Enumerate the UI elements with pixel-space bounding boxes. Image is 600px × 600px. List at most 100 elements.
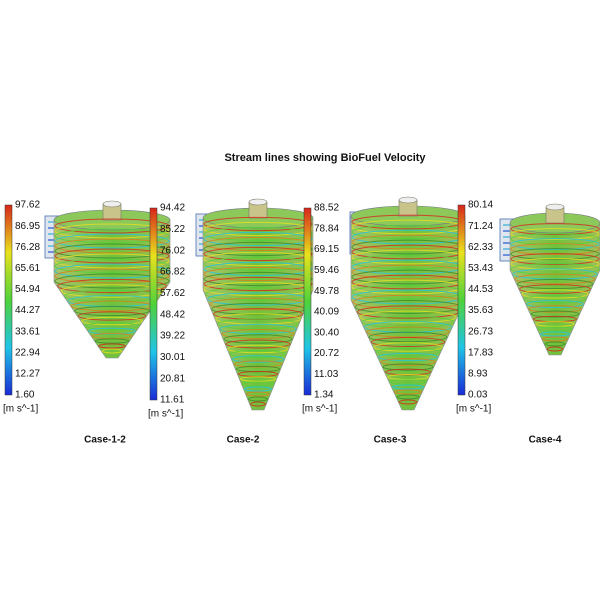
streamline [396, 394, 420, 400]
streamline [54, 263, 170, 279]
streamline [54, 248, 170, 264]
colorbar-tick-label: 97.62 [15, 200, 40, 211]
colorbar-tick-label: 22.94 [15, 347, 40, 358]
streamline [54, 228, 170, 244]
streamline [510, 223, 600, 235]
colorbar-tick-label: 12.27 [15, 369, 40, 380]
colorbar-tick-label: 40.09 [314, 307, 339, 318]
streamline [81, 316, 143, 326]
streamline [526, 299, 584, 309]
streamline [227, 344, 289, 354]
colorbar-tick-label: 65.61 [15, 263, 40, 274]
colorbar-tick-label: 80.14 [468, 200, 493, 211]
streamline [101, 348, 123, 354]
colorbar-tick-label: 33.61 [15, 326, 40, 337]
streamline [514, 273, 596, 285]
unit-label: [m s^-1] [3, 404, 38, 415]
colorbar-tick-label: 88.52 [314, 203, 339, 214]
streamline [54, 223, 170, 239]
streamline [231, 355, 285, 363]
streamline [203, 241, 313, 257]
colorbar-tick-label: 69.15 [314, 244, 339, 255]
streamline [375, 347, 441, 357]
vortex-finder-top [398, 196, 418, 204]
colorbar-tick-label: 0.03 [468, 390, 488, 401]
colorbar-tick-label: 78.84 [314, 223, 339, 234]
streamline [510, 258, 600, 270]
streamline [519, 284, 591, 294]
colorbar [4, 204, 13, 396]
streamline [203, 216, 313, 232]
streamline [203, 266, 313, 282]
streamline [225, 339, 291, 349]
colorbar-tick-label: 57.62 [160, 288, 185, 299]
streamline [250, 401, 266, 407]
colorbar-tick-label: 44.27 [15, 305, 40, 316]
streamline [389, 379, 427, 385]
case-label: Case-3 [374, 435, 407, 446]
colorbar [457, 204, 466, 396]
streamline [248, 396, 268, 402]
streamline [539, 331, 571, 337]
colorbar-tick-label: 86.95 [15, 221, 40, 232]
streamline [203, 281, 313, 297]
vortex-finder-top [248, 198, 268, 206]
streamline [64, 289, 160, 303]
streamline [510, 253, 600, 265]
streamline [203, 246, 313, 262]
streamline [54, 258, 170, 274]
case-label: Case-2 [227, 435, 260, 446]
streamline [77, 311, 147, 321]
streamline [370, 336, 446, 348]
streamline [54, 218, 170, 234]
colorbar-tick-label: 85.22 [160, 224, 185, 235]
streamline [54, 268, 170, 284]
streamline [203, 276, 313, 292]
streamline [54, 238, 170, 254]
colorbar-tick-label: 20.81 [160, 373, 185, 384]
streamline [542, 336, 568, 342]
streamline [546, 346, 564, 352]
colorbar-tick-label: 44.53 [468, 284, 493, 295]
streamline [203, 261, 313, 277]
colorbar-tick-label: 48.42 [160, 309, 185, 320]
streamline [377, 352, 439, 362]
colorbar-tick-label: 76.02 [160, 245, 185, 256]
colorbar [303, 207, 312, 396]
colorbar [149, 207, 158, 401]
streamline [510, 238, 600, 250]
colorbar-tick-label: 17.83 [468, 347, 493, 358]
streamline [57, 278, 167, 294]
streamline [203, 221, 313, 237]
streamline [528, 305, 582, 313]
streamline [380, 358, 436, 366]
streamline [60, 284, 164, 298]
streamline [203, 251, 313, 267]
colorbar-tick-label: 30.01 [160, 352, 185, 363]
streamline [521, 289, 589, 299]
colorbar-tick-label: 94.42 [160, 203, 185, 214]
streamline [223, 334, 293, 344]
colorbar-tick-label: 1.60 [15, 390, 35, 401]
unit-label: [m s^-1] [148, 409, 183, 420]
vortex-finder-top [545, 203, 565, 211]
streamline [361, 315, 455, 329]
vortex-finder-top [102, 200, 122, 208]
case-label: Case-4 [529, 435, 562, 446]
streamline [219, 323, 297, 335]
colorbar-tick-label: 11.03 [314, 369, 339, 380]
colorbar-tick-label: 35.63 [468, 305, 493, 316]
streamline [203, 231, 313, 247]
streamline [217, 318, 299, 330]
colorbar-tick-label: 26.73 [468, 326, 493, 337]
streamline [54, 273, 170, 289]
streamline [516, 278, 594, 290]
streamline [359, 310, 457, 324]
streamline [394, 389, 422, 395]
streamline [523, 294, 587, 304]
streamline [391, 384, 425, 390]
streamline [98, 343, 126, 349]
colorbar-tick-label: 20.72 [314, 348, 339, 359]
streamline [203, 256, 313, 272]
